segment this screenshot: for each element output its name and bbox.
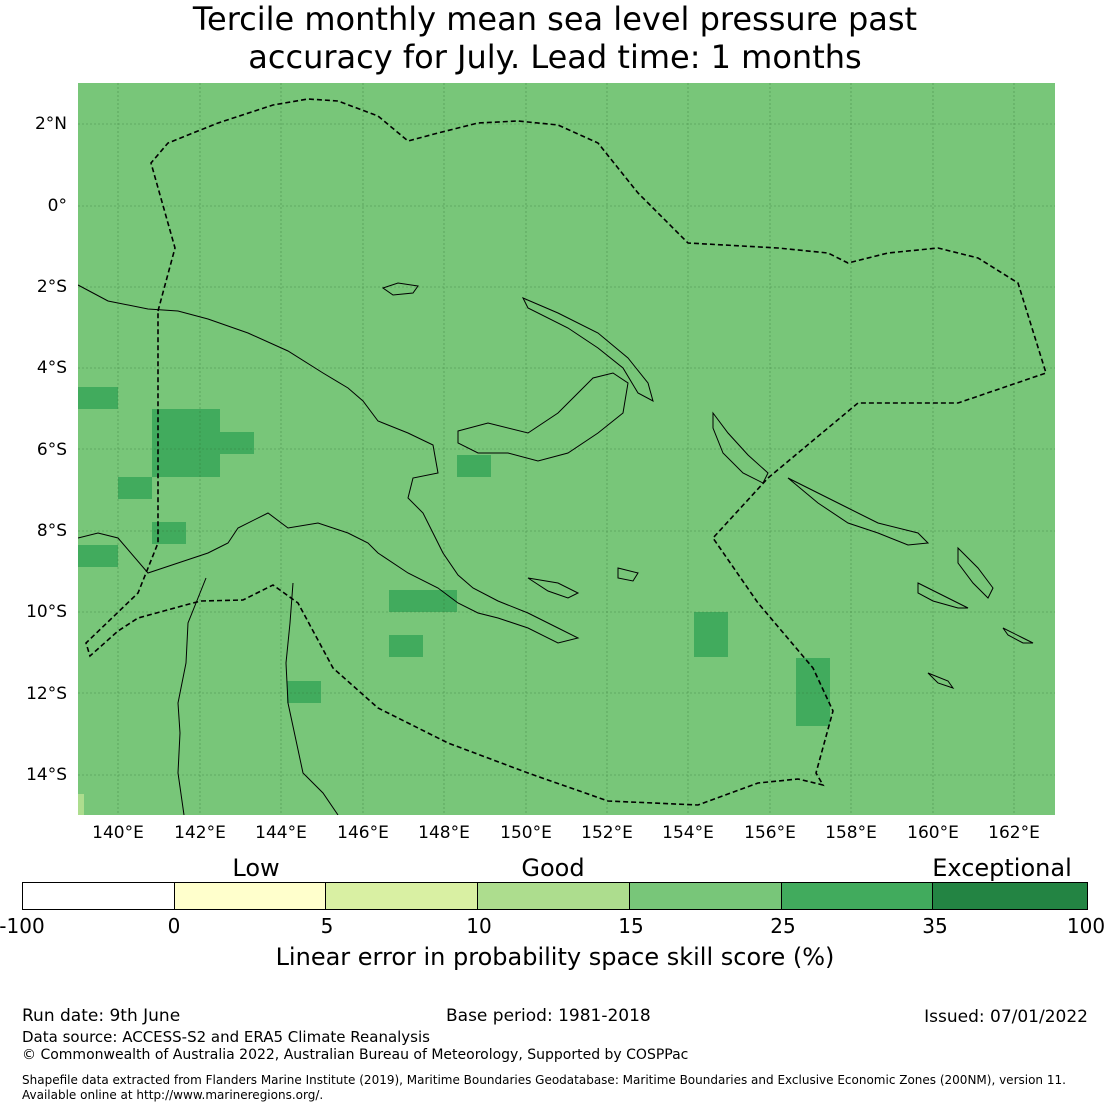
- rennell-coast: [927, 672, 955, 689]
- skill-cell: [389, 635, 423, 657]
- new-britain-coast: [457, 372, 629, 462]
- colorbar-segment: [23, 883, 175, 909]
- skill-cell: [152, 522, 186, 544]
- lon-label-140e: 140°E: [92, 823, 144, 843]
- tick-label: -100: [0, 914, 45, 938]
- new-guinea-coast: [78, 284, 580, 644]
- lat-label-8s: 8°S: [36, 521, 67, 541]
- tick-label: 10: [466, 914, 492, 938]
- lon-label-148e: 148°E: [418, 823, 470, 843]
- skill-cells: [78, 387, 830, 815]
- cape-york-coast: [285, 582, 339, 815]
- colorbar-segment: [174, 883, 327, 909]
- data-source: Data source: ACCESS-S2 and ERA5 Climate …: [22, 1028, 430, 1046]
- tick-label: 15: [618, 914, 644, 938]
- rossel-coast: [617, 567, 639, 582]
- shapefile-credit-1: Shapefile data extracted from Flanders M…: [22, 1073, 1066, 1087]
- lat-label-2n: 2°N: [34, 114, 67, 134]
- skill-cell: [287, 681, 321, 703]
- tick-label: 0: [167, 914, 181, 938]
- skill-cell: [220, 432, 254, 454]
- issued-date: Issued: 07/01/2022: [924, 1007, 1088, 1027]
- colorbar: [22, 882, 1088, 910]
- base-period: Base period: 1981-2018: [446, 1006, 651, 1026]
- skill-cell: [457, 455, 491, 477]
- colorbar-segment: [933, 883, 1088, 909]
- lat-label-4s: 4°S: [36, 358, 67, 378]
- skill-cell: [152, 409, 220, 477]
- lon-label-142e: 142°E: [174, 823, 226, 843]
- skill-cell: [118, 477, 152, 499]
- manus-coast: [381, 282, 419, 296]
- colorbar-segment: [629, 883, 782, 909]
- new-ireland-coast: [521, 297, 654, 402]
- skill-cell: [389, 590, 457, 612]
- lon-label-152e: 152°E: [581, 823, 633, 843]
- lon-label-156e: 156°E: [744, 823, 796, 843]
- title-line-1: Tercile monthly mean sea level pressure …: [192, 0, 918, 38]
- graticule: [78, 83, 1055, 815]
- tick-label: 35: [922, 914, 948, 938]
- tick-label: 25: [770, 914, 796, 938]
- skill-cell: [78, 794, 84, 815]
- solomon-chain-1: [787, 477, 930, 546]
- lon-label-158e: 158°E: [825, 823, 877, 843]
- colorbar-segment: [326, 883, 479, 909]
- makira-coast: [1002, 627, 1034, 644]
- lat-label-10s: 10°S: [26, 602, 67, 622]
- australia-coast: [177, 577, 207, 815]
- lat-label-14s: 14°S: [26, 765, 67, 785]
- category-exceptional: Exceptional: [932, 854, 1072, 882]
- skill-cell: [78, 545, 118, 567]
- run-date: Run date: 9th June: [22, 1006, 181, 1026]
- colorbar-title: Linear error in probability space skill …: [275, 943, 835, 971]
- lat-label-2s: 2°S: [36, 277, 67, 297]
- lat-label-6s: 6°S: [36, 440, 67, 460]
- title-line-2: accuracy for July. Lead time: 1 months: [248, 38, 862, 76]
- shapefile-credit-2: Available online at http://www.marinereg…: [22, 1088, 324, 1102]
- lon-label-150e: 150°E: [500, 823, 552, 843]
- guadalcanal-coast: [917, 582, 969, 609]
- colorbar-segment: [478, 883, 630, 909]
- copyright: © Commonwealth of Australia 2022, Austra…: [22, 1047, 689, 1063]
- map-title: Tercile monthly mean sea level pressure …: [0, 0, 1110, 76]
- map-panel: [78, 83, 1055, 815]
- tick-label: 100: [1066, 914, 1106, 938]
- skill-cell: [694, 612, 728, 657]
- eez-boundary: [85, 98, 1047, 806]
- lat-label-0: 0°: [47, 196, 67, 216]
- lon-label-160e: 160°E: [907, 823, 959, 843]
- tick-label: 5: [320, 914, 334, 938]
- louisiade-coast: [527, 577, 580, 599]
- category-good: Good: [521, 854, 585, 882]
- coastlines: [78, 282, 1034, 815]
- solomon-chain-2: [957, 546, 994, 599]
- lat-label-12s: 12°S: [26, 684, 67, 704]
- lon-label-146e: 146°E: [337, 823, 389, 843]
- skill-cell: [78, 387, 118, 409]
- lon-label-154e: 154°E: [662, 823, 714, 843]
- lon-label-162e: 162°E: [988, 823, 1040, 843]
- category-low: Low: [232, 854, 280, 882]
- colorbar-segment: [781, 883, 934, 909]
- lon-label-144e: 144°E: [255, 823, 307, 843]
